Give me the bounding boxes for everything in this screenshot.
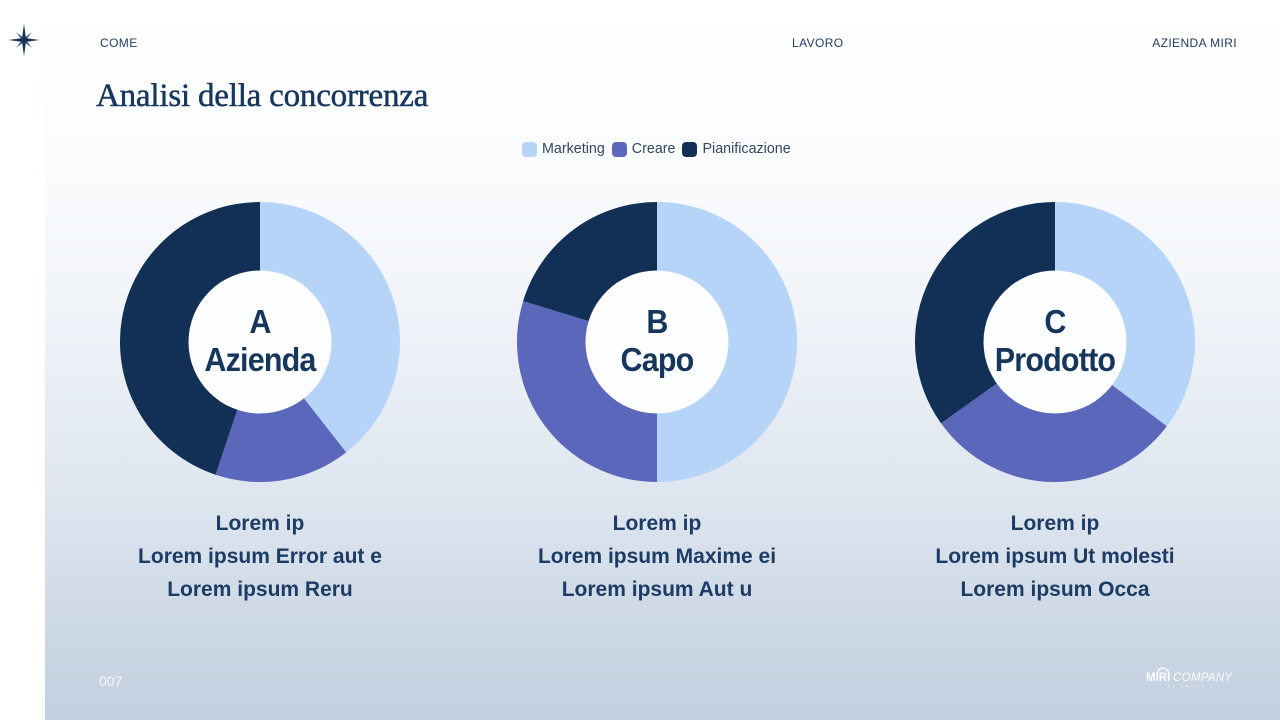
svg-text:COMPANY: COMPANY [1173, 672, 1233, 684]
svg-text:BY GROUP: BY GROUP [1168, 684, 1207, 689]
svg-text:MIRI: MIRI [1146, 672, 1170, 684]
